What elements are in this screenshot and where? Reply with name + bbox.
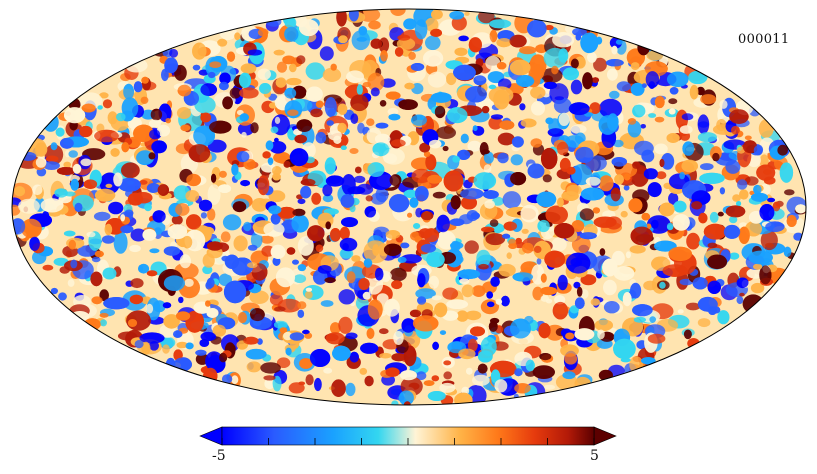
- colorbar-ticks: [221, 438, 595, 445]
- colorbar-min-label: -5: [212, 448, 226, 464]
- colorbar: [199, 426, 617, 446]
- map-id-label: 000011: [738, 32, 790, 47]
- colorbar-left-arrow: [199, 426, 223, 446]
- colorbar-right-arrow: [593, 426, 617, 446]
- colorbar-max-label: 5: [590, 448, 599, 464]
- mollweide-sky-map: [12, 9, 806, 405]
- temperature-fluctuation-field: [12, 9, 806, 405]
- map-outline: [11, 8, 807, 406]
